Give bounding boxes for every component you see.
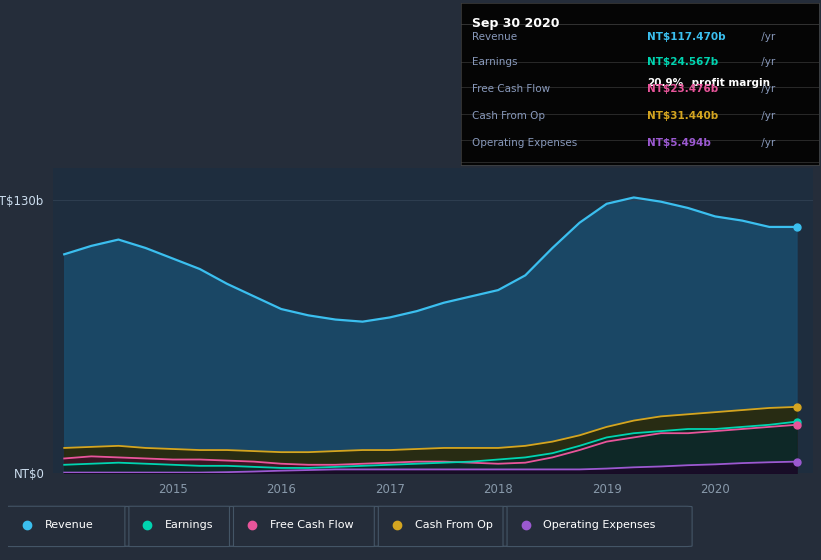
Text: Revenue: Revenue [472,32,517,42]
Text: Sep 30 2020: Sep 30 2020 [472,17,560,30]
Text: Operating Expenses: Operating Expenses [544,520,656,530]
Text: /yr: /yr [758,57,775,67]
Text: /yr: /yr [758,138,775,148]
Text: NT$5.494b: NT$5.494b [647,138,711,148]
Text: /yr: /yr [758,111,775,121]
Text: Cash From Op: Cash From Op [415,520,493,530]
Text: Earnings: Earnings [165,520,213,530]
Text: /yr: /yr [758,32,775,42]
Text: Earnings: Earnings [472,57,517,67]
Text: Revenue: Revenue [44,520,93,530]
Text: /yr: /yr [758,84,775,94]
Text: profit margin: profit margin [688,78,770,88]
Text: NT$23.476b: NT$23.476b [647,84,718,94]
Text: NT$24.567b: NT$24.567b [647,57,718,67]
Text: Operating Expenses: Operating Expenses [472,138,577,148]
Text: Cash From Op: Cash From Op [472,111,545,121]
Text: NT$31.440b: NT$31.440b [647,111,718,121]
Text: 20.9%: 20.9% [647,78,683,88]
Text: NT$117.470b: NT$117.470b [647,32,726,42]
Text: Free Cash Flow: Free Cash Flow [472,84,550,94]
Text: Free Cash Flow: Free Cash Flow [269,520,353,530]
